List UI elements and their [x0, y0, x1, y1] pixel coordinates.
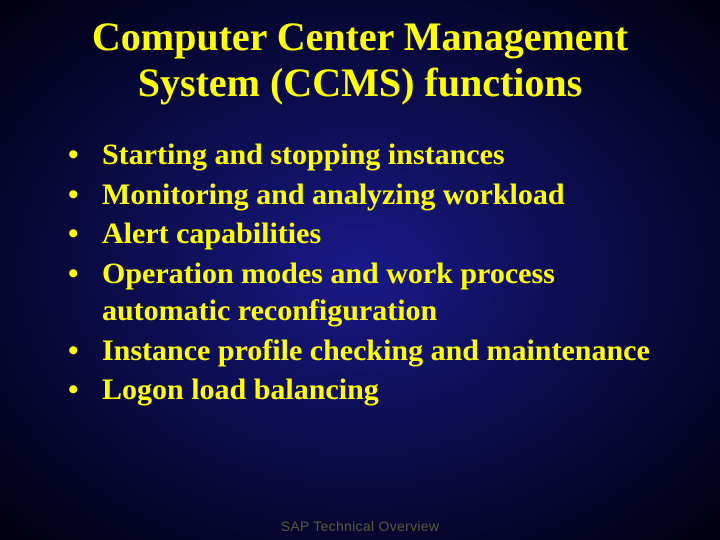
bullet-text: Alert capabilities	[102, 217, 321, 250]
bullet-text: Starting and stopping instances	[102, 138, 505, 171]
slide-title: Computer Center Management System (CCMS)…	[0, 0, 720, 106]
bullet-item: Instance profile checking and maintenanc…	[60, 332, 660, 370]
bullet-item: Alert capabilities	[60, 215, 660, 253]
bullet-item: Monitoring and analyzing workload	[60, 176, 660, 214]
footer-text: SAP Technical Overview	[0, 518, 720, 534]
slide: Computer Center Management System (CCMS)…	[0, 0, 720, 540]
bullet-item: Starting and stopping instances	[60, 136, 660, 174]
bullet-text: Monitoring and analyzing workload	[102, 178, 565, 211]
bullet-text: Logon load balancing	[102, 373, 379, 406]
bullet-item: Logon load balancing	[60, 371, 660, 409]
title-line-2: System (CCMS) functions	[138, 60, 582, 105]
bullet-text: Instance profile checking and maintenanc…	[102, 334, 650, 367]
title-line-1: Computer Center Management	[92, 14, 628, 59]
bullet-item: Operation modes and work process automat…	[60, 255, 660, 330]
bullet-text: Operation modes and work process automat…	[102, 257, 555, 328]
bullet-list: Starting and stopping instances Monitori…	[60, 136, 660, 409]
